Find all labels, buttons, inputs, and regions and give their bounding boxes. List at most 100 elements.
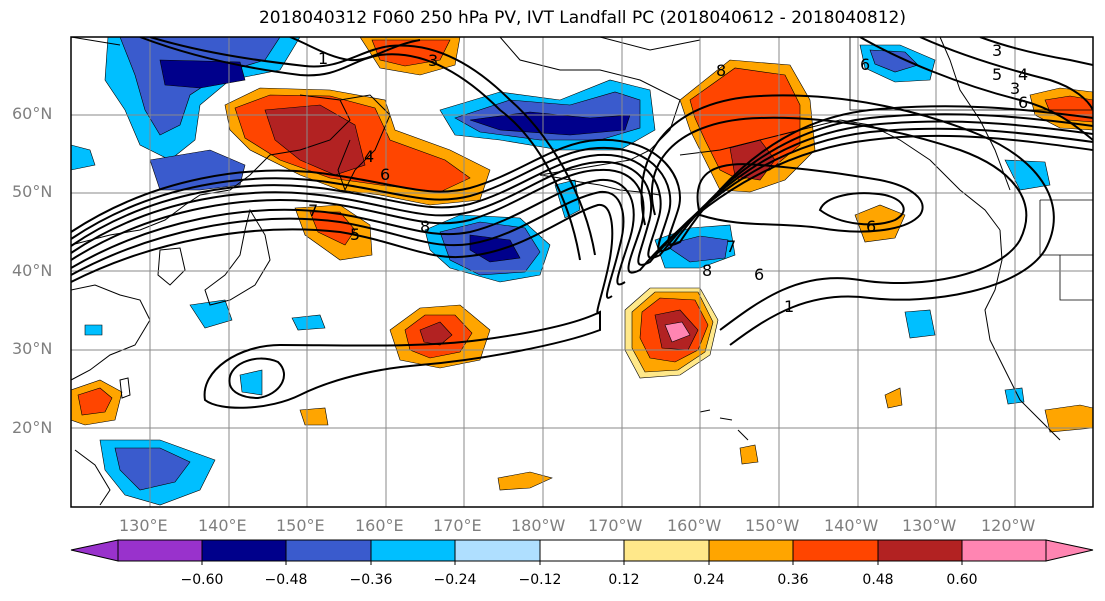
pv-blob-center-south-pink: [664, 321, 691, 343]
colorbar-swatch: [961, 539, 1047, 562]
colorbar-swatch: [539, 539, 625, 562]
contour-eddy: [228, 357, 285, 400]
coast-arctic: [71, 37, 701, 51]
contour-jet-4: [71, 113, 1093, 252]
ivt-contours: [71, 37, 1093, 409]
lon-label: 140°W: [824, 516, 879, 535]
colorbar-tick-label: −0.12: [518, 572, 562, 588]
contour-jet-7: [71, 190, 625, 299]
border-us-states: [1039, 200, 1093, 301]
contour-label: 8: [420, 217, 430, 236]
pv-blob-tiny-3: [904, 309, 936, 339]
contour-label: 6: [1018, 93, 1028, 112]
pv-blob-tiny-2: [291, 314, 326, 331]
lat-label: 60°N: [12, 104, 53, 123]
lon-label: 130°W: [902, 516, 957, 535]
contour-label: 7: [308, 201, 318, 220]
coast-japan: [204, 208, 271, 306]
lon-label: 120°W: [981, 516, 1036, 535]
contour-north-loop-2: [149, 37, 596, 256]
contour-top-ne-2: [919, 37, 1093, 111]
lon-label: 160°E: [355, 516, 404, 535]
colorbar-swatch: [623, 539, 710, 562]
lon-label: 160°W: [667, 516, 722, 535]
lon-label: 170°E: [433, 516, 482, 535]
colorbar-swatch: [877, 539, 963, 562]
lon-label: 150°W: [745, 516, 800, 535]
colorbar-swatch: [201, 539, 287, 562]
figure-title: 2018040312 F060 250 hPa PV, IVT Landfall…: [258, 8, 906, 28]
lon-label: 130°E: [119, 516, 168, 535]
pv-blob-sw-small-red: [77, 387, 113, 416]
contour-jet-6: [71, 178, 635, 286]
contour-jet-2: [71, 127, 1093, 266]
contour-label: 3: [992, 41, 1002, 60]
colorbar-swatch: [117, 539, 203, 562]
pv-blob-nw-red-dark: [264, 104, 366, 176]
map-frame: [70, 36, 1094, 508]
colorbar-swatch: [285, 539, 372, 562]
contour-jet-3: [71, 120, 1093, 259]
pv-blob-w-small: [189, 299, 233, 329]
contour-label: 5: [350, 225, 360, 244]
colorbar-tick-label: −0.24: [433, 572, 477, 588]
colorbar-tick-label: 0.60: [946, 572, 978, 588]
pv-blob-south-c: [497, 471, 553, 491]
coast-taiwan: [119, 377, 131, 399]
pv-blob-south-w: [299, 407, 329, 426]
contour-top-ne-3: [979, 37, 1093, 66]
pv-blob-west-edge: [71, 144, 96, 171]
pv-blob-ne-mid: [869, 49, 919, 73]
lon-label: 140°E: [198, 516, 247, 535]
contour-label: 6: [860, 55, 870, 74]
contour-ne-3: [650, 116, 1028, 331]
contour-label: 6: [754, 265, 764, 284]
contour-label: 6: [380, 165, 390, 184]
coast-bc: [939, 37, 1011, 191]
colorbar-tick-label: −0.48: [264, 572, 308, 588]
map-panel: 1 3 4 6 7 5 8 8 6 3 4 6 7 8 6 1 6 5 3: [71, 37, 1093, 507]
pv-blob-sub-1-dark: [419, 321, 453, 346]
colorbar: [70, 539, 1094, 565]
colorbar-tick-label: 0.24: [693, 572, 725, 588]
colorbar-tick-label: 0.12: [608, 572, 640, 588]
contour-label: 4: [364, 147, 374, 166]
contour-north-loop-3: [289, 37, 421, 62]
contour-ne-1: [696, 163, 924, 233]
colorbar-swatch: [792, 539, 879, 562]
coast-us-west: [984, 229, 1061, 441]
contour-sub: [203, 310, 601, 409]
contour-label: 7: [726, 237, 736, 256]
colorbar-tick-label: −0.60: [180, 572, 224, 588]
contour-label: 1: [784, 297, 794, 316]
colorbar-extend-low: [70, 539, 119, 562]
lat-label: 40°N: [12, 261, 53, 280]
lon-label: 180°W: [511, 516, 566, 535]
colorbar-swatch: [454, 539, 541, 562]
contour-north-loop: [139, 37, 581, 261]
contour-ne-4: [640, 94, 1055, 346]
coast-philippines: [74, 449, 111, 506]
pv-blob-tiny-1: [84, 324, 103, 336]
coast-kamchatka: [337, 94, 391, 192]
contour-ne-2: [818, 192, 905, 226]
colorbar-extend-high: [1045, 539, 1094, 562]
contour-label: 1: [318, 49, 328, 68]
contour-jet-8: [71, 203, 614, 315]
contour-top-ne: [859, 37, 1093, 141]
contour-label: 3: [1010, 79, 1020, 98]
colorbar-tick-label: −0.36: [349, 572, 393, 588]
pv-blob-se-2: [739, 444, 759, 465]
contour-label: 4: [1018, 65, 1028, 84]
contour-label: 3: [428, 51, 438, 70]
coast-hawaii: [699, 409, 749, 441]
lon-label: 150°E: [276, 516, 325, 535]
coast-asia: [71, 94, 351, 246]
colorbar-tick-label: 0.48: [862, 572, 894, 588]
contour-label: 8: [702, 261, 712, 280]
colorbar-swatch: [708, 539, 794, 562]
lon-label: 170°W: [588, 516, 643, 535]
contour-labels: 1 3 4 6 7 5 8 8 6 3 4 6 7 8 6 1 6 5 3: [308, 41, 1028, 316]
lat-label: 20°N: [12, 418, 53, 437]
